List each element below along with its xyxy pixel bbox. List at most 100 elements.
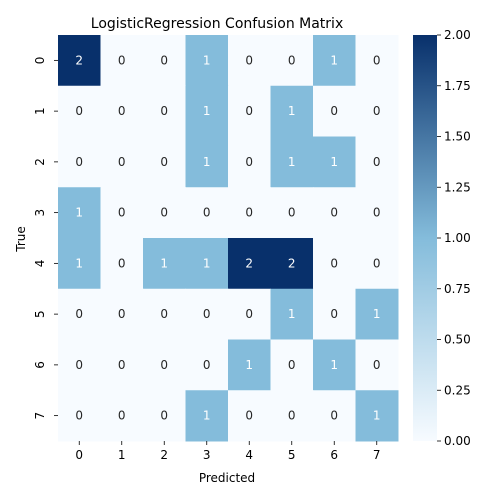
heatmap-cell [228,339,271,391]
colorbar-tick-label: 1.75 [444,79,471,93]
heatmap-cell [58,85,101,137]
cell-annotation: 0 [118,104,126,118]
heatmap-cell [270,136,314,188]
cell-annotation: 1 [330,53,338,67]
heatmap-cell [185,85,229,137]
heatmap-cell [185,136,229,188]
cell-annotation: 0 [75,104,83,118]
cell-annotation: 0 [75,409,83,423]
heatmap-cell [270,35,314,87]
cell-annotation: 0 [288,409,296,423]
cell-annotation: 1 [160,256,168,270]
y-axis-ticks: 0 1 2 3 4 5 6 7 [33,57,58,420]
heatmap-cell [100,339,144,391]
heatmap-cell [185,288,229,340]
heatmap-cell [228,136,271,188]
colorbar-tick-label: 0.00 [444,434,471,448]
heatmap-cell [100,187,144,239]
cell-annotation: 0 [245,307,253,321]
x-tick-label: 1 [118,448,126,462]
cell-annotation: 1 [203,53,211,67]
cell-annotation: 0 [330,256,338,270]
heatmap-cell [270,187,314,239]
cell-annotation: 0 [330,307,338,321]
colorbar-tick-label: 1.25 [444,180,471,194]
heatmap-cell [270,85,314,137]
cell-annotation: 0 [373,155,381,169]
cell-annotation: 0 [245,206,253,220]
heatmap-cell [143,339,186,391]
x-axis-label: Predicted [199,471,255,485]
heatmap-cell [228,390,271,442]
cell-annotation: 0 [288,53,296,67]
cell-annotation: 0 [160,104,168,118]
heatmap-cell [313,238,356,290]
cell-annotation: 0 [203,307,211,321]
heatmap-cell [228,85,271,137]
heatmap-cell [100,136,144,188]
heatmap-cell [313,35,356,87]
heatmap-cell [58,339,101,391]
cell-annotation: 1 [245,358,253,372]
cell-annotation: 1 [203,104,211,118]
heatmap-cell [143,390,186,442]
heatmap-cell [185,238,229,290]
x-tick-label: 5 [288,448,296,462]
y-tick-label: 7 [33,412,47,420]
cell-annotation: 0 [330,206,338,220]
cell-annotation: 0 [373,256,381,270]
heatmap-cell [143,288,186,340]
cell-annotation: 0 [160,409,168,423]
heatmap-cell [355,136,399,188]
cell-annotation: 2 [75,53,83,67]
heatmap-cell [58,35,101,87]
heatmap-cell [100,390,144,442]
colorbar-tick-label: 2.00 [444,28,471,42]
colorbar-tick-label: 1.00 [444,231,471,245]
heatmap-cell [143,238,186,290]
heatmap-cell [58,238,101,290]
cell-annotation: 0 [118,206,126,220]
cell-annotation: 0 [75,307,83,321]
cell-annotation: 1 [288,307,296,321]
cell-annotation: 1 [203,409,211,423]
heatmap-cell [58,390,101,442]
cell-annotation: 0 [373,206,381,220]
cell-annotation: 1 [75,206,83,220]
cell-annotation: 0 [118,256,126,270]
heatmap-cell [313,390,356,442]
cell-annotation: 0 [245,155,253,169]
cell-annotation: 0 [75,155,83,169]
heatmap-cell [185,35,229,87]
y-tick-label: 2 [33,158,47,166]
heatmap-cell [355,187,399,239]
heatmap-cell [313,187,356,239]
heatmap-cell [228,288,271,340]
colorbar-tick-label: 0.50 [444,333,471,347]
colorbar-tick-label: 1.50 [444,130,471,144]
heatmap-cell [100,288,144,340]
heatmap-cell [313,339,356,391]
cell-annotation: 1 [203,155,211,169]
heatmap-cell [185,339,229,391]
colorbar [413,35,437,441]
heatmap-cell [355,390,399,442]
heatmap-cell [270,238,314,290]
cell-annotation: 0 [160,307,168,321]
heatmap-cell [185,187,229,239]
cell-annotation: 1 [288,155,296,169]
cell-annotation: 0 [203,358,211,372]
x-tick-label: 4 [245,448,253,462]
x-tick-label: 3 [203,448,211,462]
y-tick-label: 4 [33,260,47,268]
cell-annotation: 2 [245,256,253,270]
heatmap-cell [270,390,314,442]
y-tick-label: 3 [33,209,47,217]
heatmap-cell [143,187,186,239]
cell-annotation: 1 [203,256,211,270]
cell-annotation: 0 [245,53,253,67]
cell-annotation: 0 [118,307,126,321]
y-axis-label: True [14,226,28,253]
heatmap-cell [313,136,356,188]
y-tick-label: 5 [33,310,47,318]
